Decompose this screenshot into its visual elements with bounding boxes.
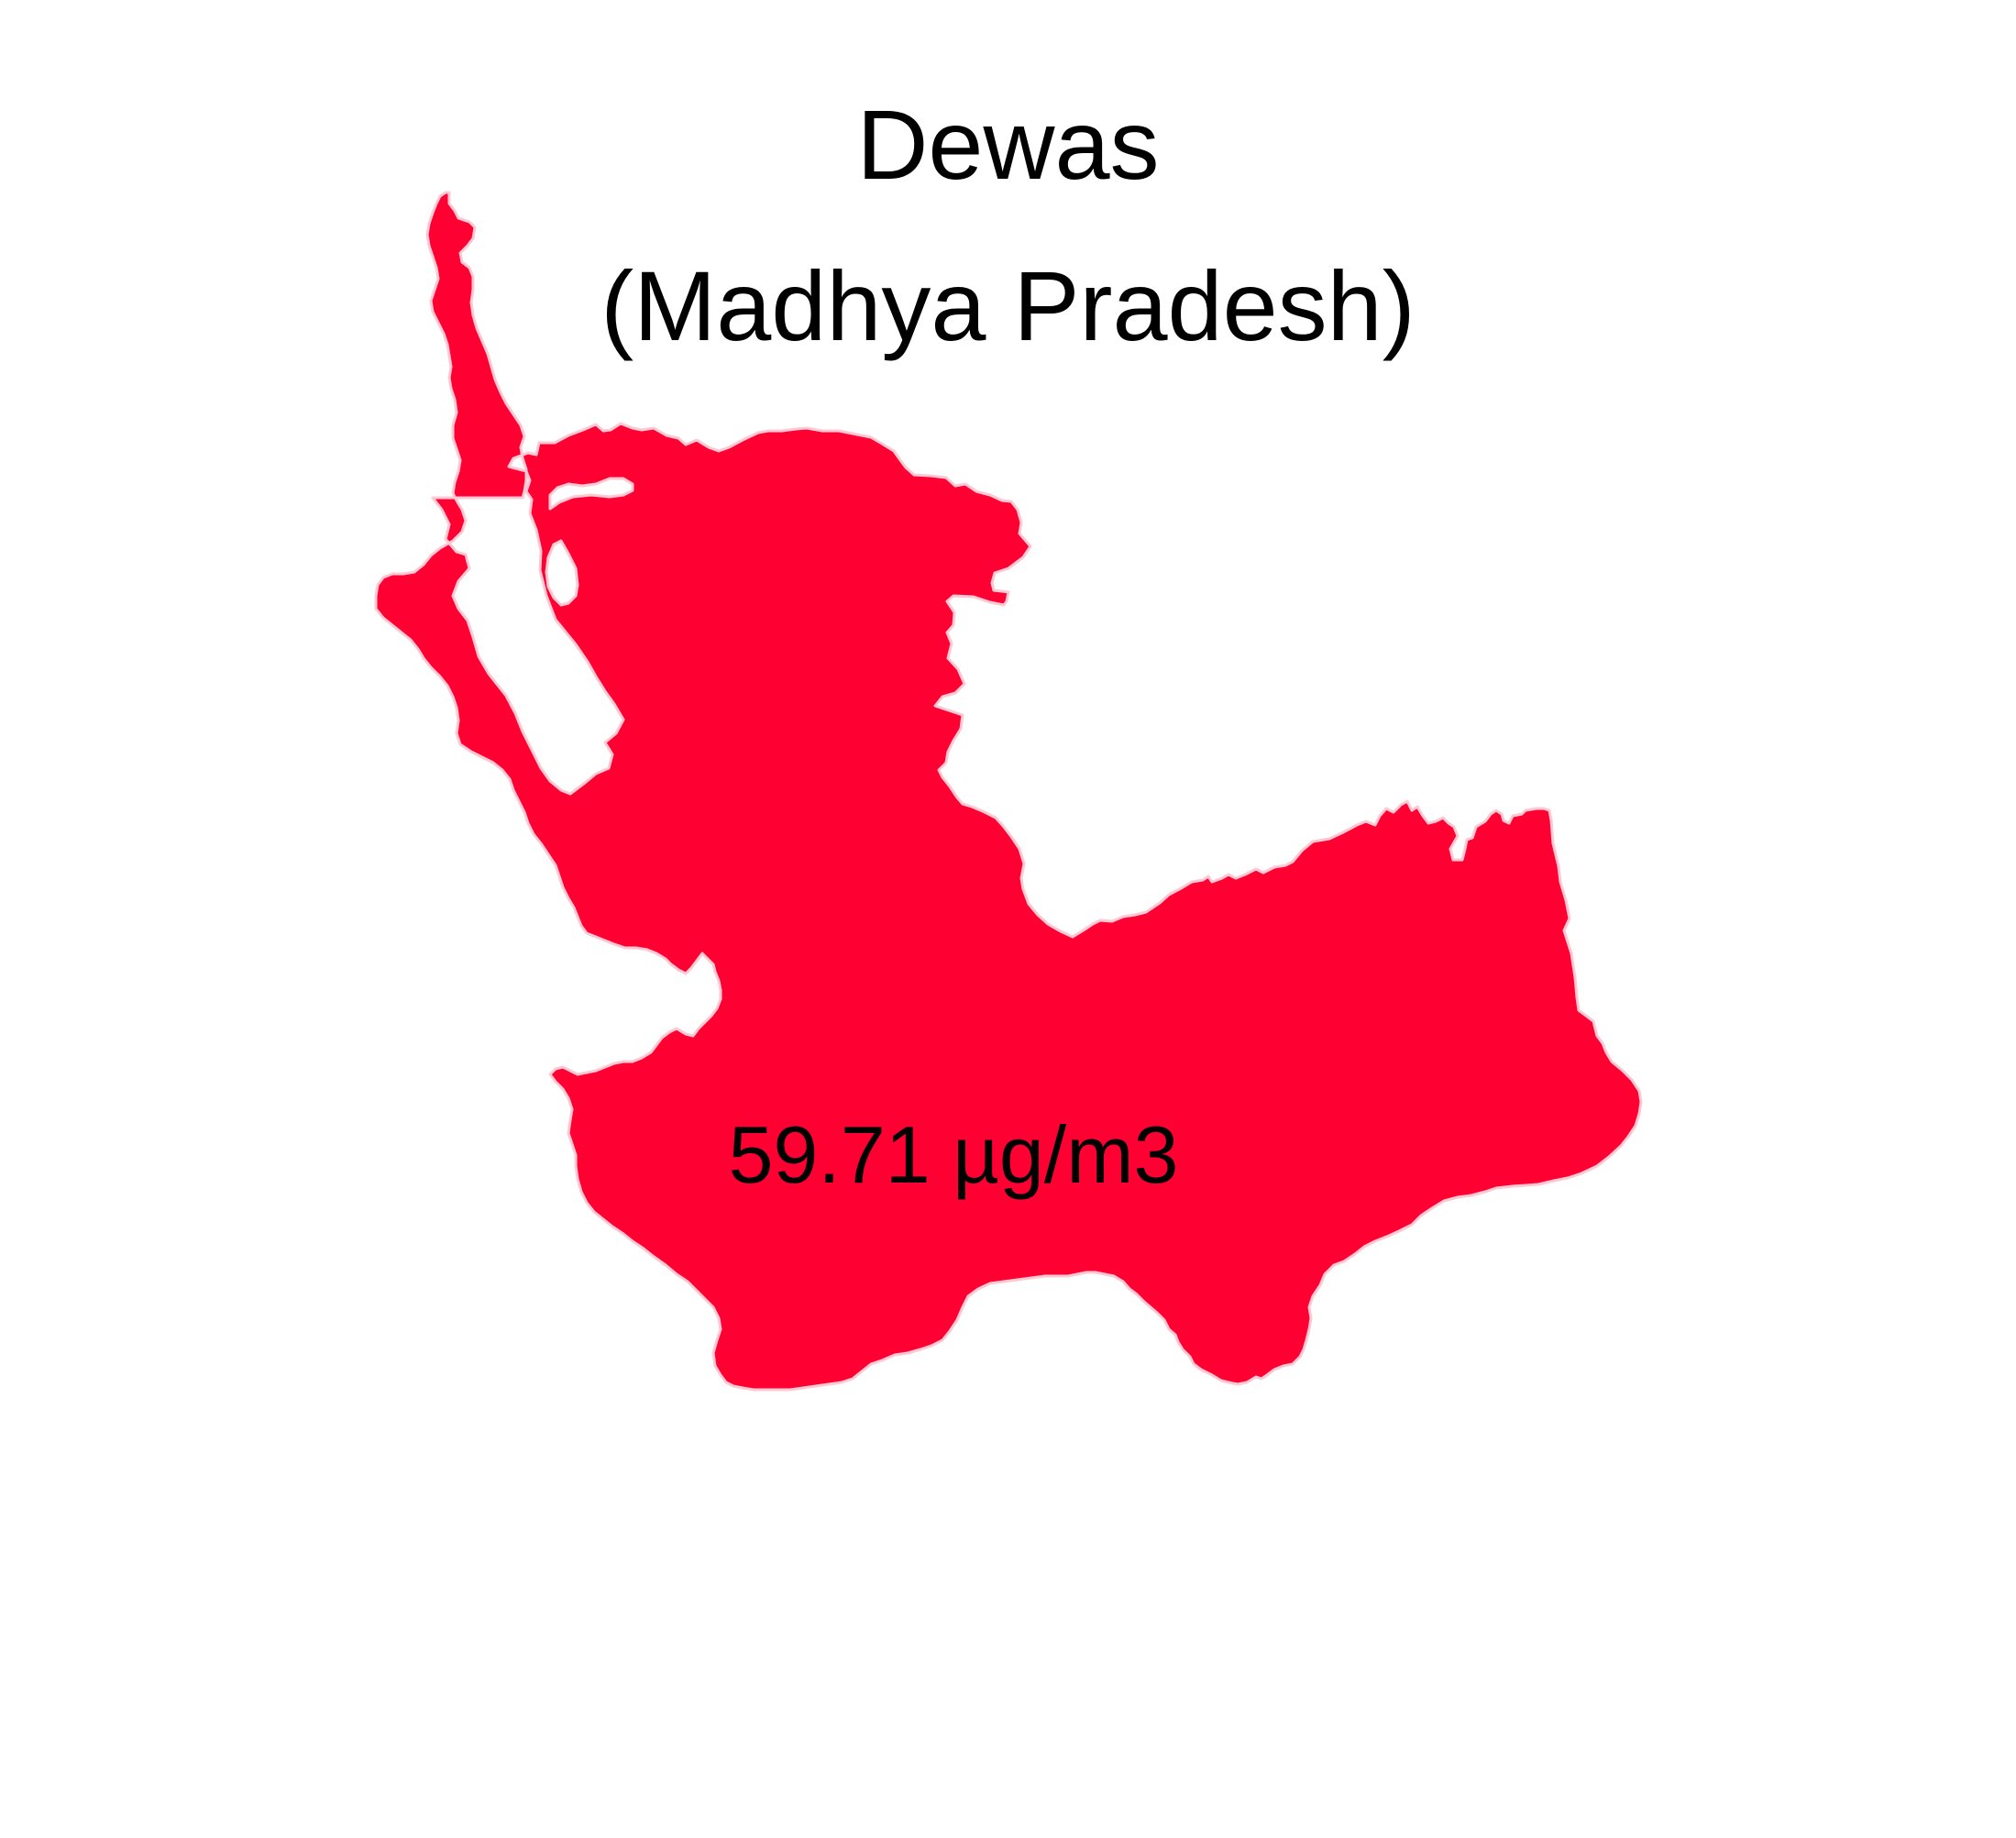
- map-subtitle: (Madhya Pradesh): [600, 250, 1416, 361]
- district-shape-dewas: [374, 191, 1643, 1392]
- map-title: Dewas: [856, 89, 1160, 200]
- district-value-label: 59.71 µg/m3: [728, 1109, 1178, 1200]
- map-title-block: Dewas (Madhya Pradesh): [0, 64, 2016, 387]
